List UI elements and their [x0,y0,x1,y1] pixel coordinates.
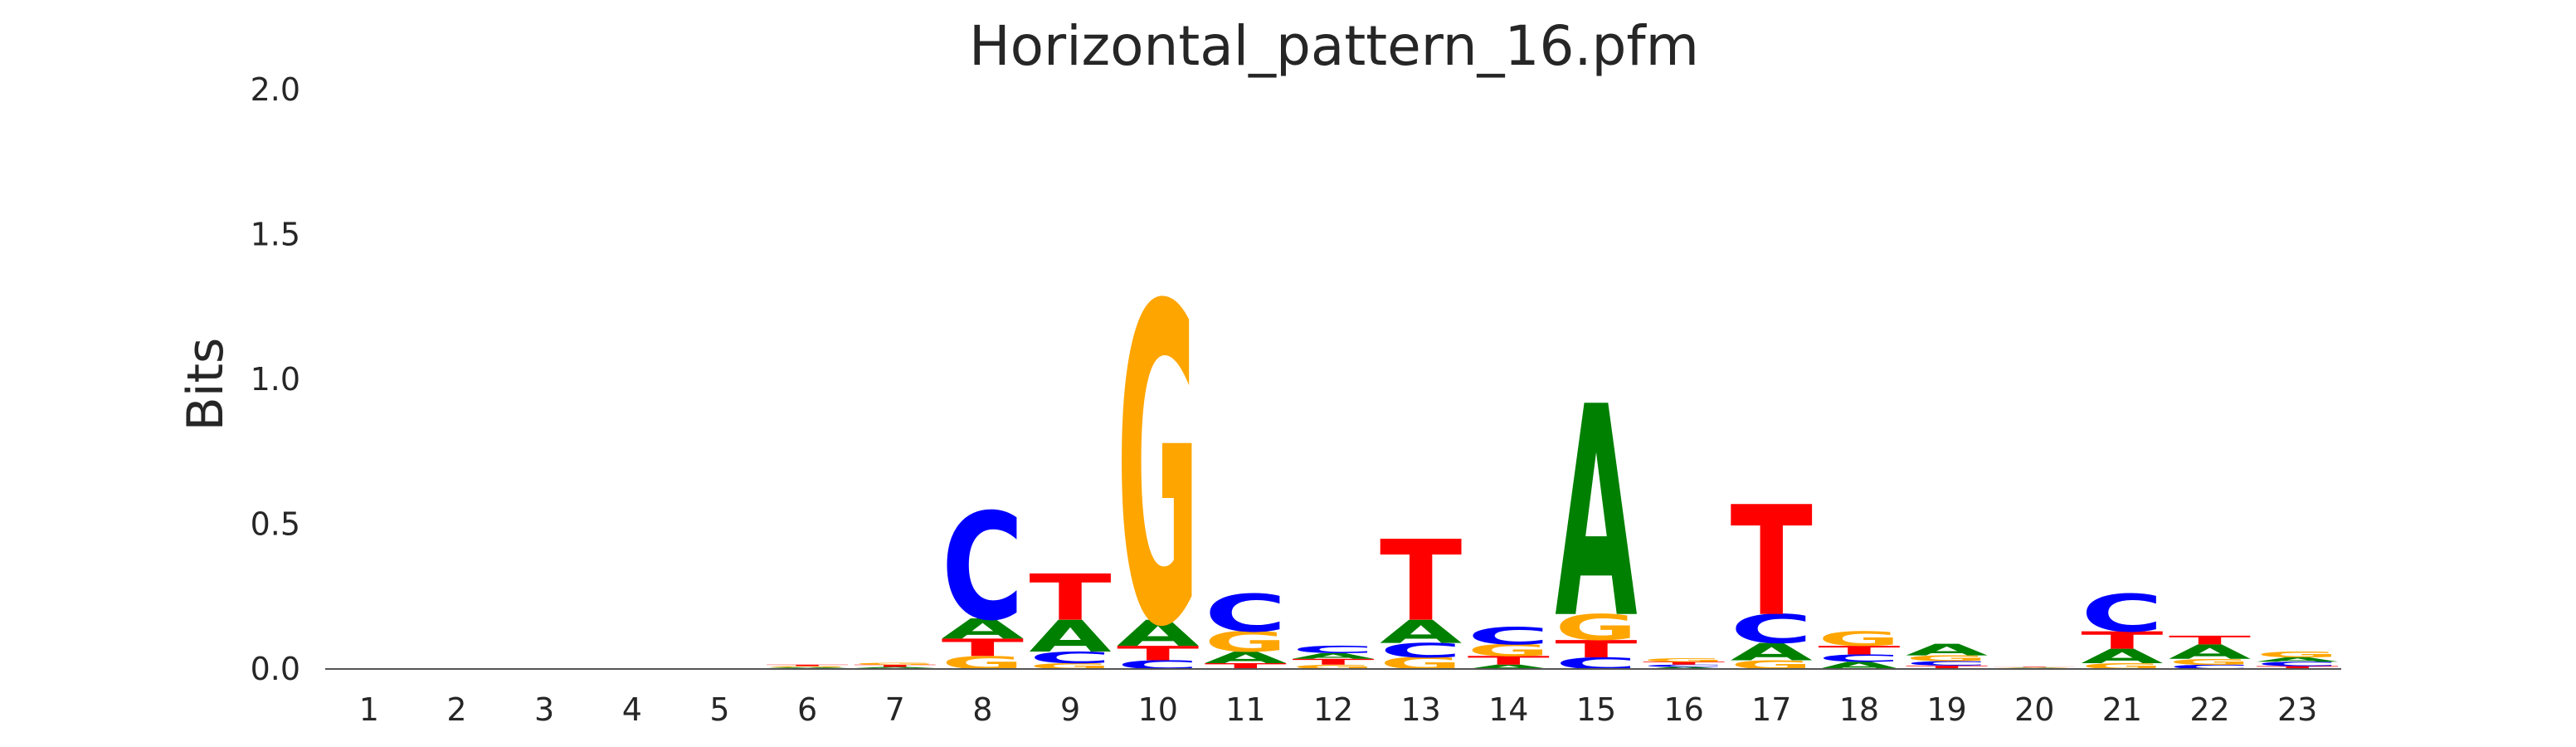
logo-letter-c: C [2081,583,2163,644]
logo-letter-a: A [2169,641,2251,664]
x-tick-label: 4 [622,691,642,728]
logo-letter-t: T [1205,662,1287,671]
logo-letter-c: C [2169,663,2251,670]
logo-letter-t: T [942,634,1024,662]
logo-letter-g: G [1818,627,1900,651]
logo-letter-t: T [1117,642,1199,665]
x-tick-label: 20 [2014,691,2054,728]
x-tick-label: 6 [797,691,817,728]
logo-letter-g: G [942,652,1024,673]
logo-letter-c: C [1029,648,1111,666]
logo-letter-a: A [2081,645,2163,668]
logo-letter-c: C [1818,652,1900,664]
logo-letter-a: A [1205,648,1287,666]
logo-letter-g: G [1643,657,1725,663]
logo-letter-t: T [1380,516,1462,646]
y-tick-label: 0.0 [251,651,300,687]
y-axis-ticks: 0.0 0.5 1.0 1.5 2.0 [251,71,300,687]
logo-letter-t: T [1994,666,2076,667]
logo-letter-a: A [766,667,848,669]
logo-letter-c: C [2257,661,2339,667]
logo-letter-a: A [1906,641,1988,659]
logo-letter-g: G [2081,662,2163,671]
logo-letter-c: C [1205,583,1287,644]
logo-letter-g: G [1205,626,1287,658]
logo-letter-t: T [1292,657,1374,666]
logo-letter-c: C [1468,622,1550,650]
logo-letter-t: T [2257,666,2339,671]
logo-letter-t: T [1731,474,1813,650]
logo-letter-a: A [1643,666,1725,670]
logo-letter-a: A [1731,638,1813,666]
x-tick-label: 15 [1576,691,1616,728]
logo-letter-g: G [2169,657,2251,666]
logo-letter-a: A [1117,613,1199,654]
y-tick-label: 0.5 [251,506,300,543]
x-tick-label: 9 [1060,691,1080,728]
logo-letter-t: T [1029,561,1111,635]
x-axis-ticks: 1 2 3 4 5 6 7 8 9 10 11 12 13 14 15 16 17 18 19 20 21 22 23 [359,691,2318,728]
logo-letter-g: G [766,666,848,667]
logo-letter-t: T [2169,633,2251,647]
logo-letter-a: A [1555,346,1638,683]
logo-letter-c: C [1555,654,1637,672]
logo-letter-g: G [2257,650,2339,659]
logo-letter-c: C [1731,606,1813,652]
logo-letter-c: C [1643,664,1725,667]
logo-letter-a: A [942,613,1025,646]
x-tick-label: 14 [1488,691,1528,728]
logo-letter-a: A [1292,652,1374,661]
logo-letter-a: A [1029,612,1111,662]
logo-letter-c: C [942,483,1024,654]
logo-letter-t: T [2081,627,2163,654]
logo-letter-a: A [1994,667,2076,668]
y-axis-title: Bits [177,338,235,432]
x-tick-label: 17 [1751,691,1791,728]
logo-letter-t: T [1643,661,1725,666]
logo-letter-g: G [1292,663,1374,670]
logo-letter-g: G [1994,667,2076,668]
logo-letter-c: C [1906,660,1988,666]
y-tick-label: 1.5 [251,217,300,253]
logo-letter-t: T [1555,636,1637,663]
logo-letter-c: C [1292,644,1374,656]
logo-letter-t: T [1818,643,1900,657]
x-tick-label: 21 [2102,691,2142,728]
x-tick-label: 5 [709,691,729,728]
logo-letter-g: G [854,662,936,665]
x-tick-label: 10 [1138,691,1178,728]
y-tick-label: 1.0 [251,361,300,398]
logo-letter-t: T [1906,665,1988,671]
x-tick-label: 2 [446,691,466,728]
x-tick-label: 12 [1313,691,1353,728]
logo-letter-t: T [766,664,848,666]
logo-letter-g: G [1468,642,1550,660]
x-tick-label: 23 [2277,691,2317,728]
logo-letter-a: A [1468,663,1550,670]
logo-letter-t: T [1468,654,1550,668]
logo-letter-a: A [854,666,936,668]
logo-letter-g: G [1117,215,1199,723]
x-tick-label: 16 [1663,691,1703,728]
x-tick-label: 1 [359,691,379,728]
logo-letter-a: A [2257,657,2339,663]
logo-stacks: CAGTCATGGTACGCATCTAGTAGCGTACGCATATGCCTGA… [766,215,2338,723]
x-tick-label: 3 [534,691,554,728]
x-tick-label: 18 [1839,691,1879,728]
y-tick-label: 2.0 [251,71,300,108]
x-tick-label: 11 [1225,691,1265,728]
x-tick-label: 13 [1400,691,1440,728]
logo-letter-a: A [1380,613,1462,650]
logo-letter-g: G [1029,662,1111,671]
chart-title: Horizontal_pattern_16.pfm [969,14,1699,78]
logo-letter-c: C [1380,639,1462,662]
x-tick-label: 22 [2189,691,2229,728]
x-tick-label: 19 [1926,691,1966,728]
x-tick-label: 7 [885,691,905,728]
logo-letter-g: G [1906,654,1988,663]
logo-letter-t: T [854,664,936,667]
logo-letter-g: G [1555,608,1637,649]
x-tick-label: 8 [972,691,992,728]
